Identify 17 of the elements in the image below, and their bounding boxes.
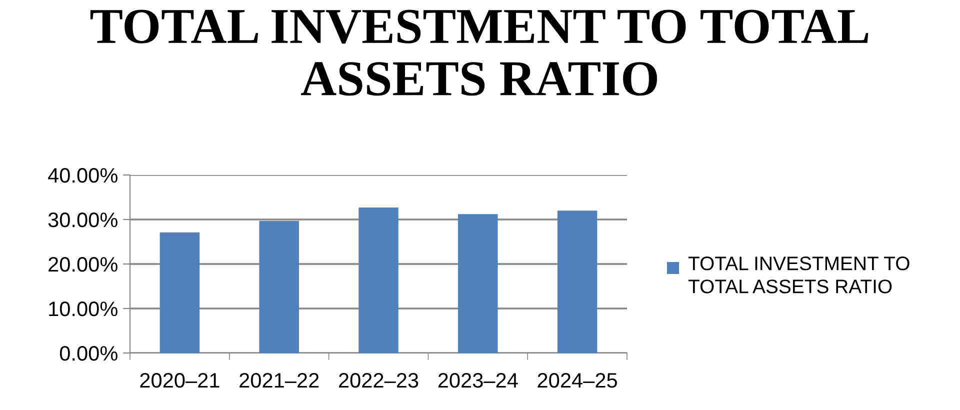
legend-label: TOTAL INVESTMENT TO TOTAL ASSETS RATIO — [688, 256, 910, 294]
y-tick-label: 0.00% — [60, 346, 118, 361]
y-tick-label: 10.00% — [49, 302, 118, 316]
bar — [160, 232, 200, 353]
x-tick-label: 2024–25 — [538, 372, 617, 388]
x-tick-label: 2020–21 — [140, 372, 220, 388]
bar — [458, 214, 498, 353]
bar — [259, 220, 299, 353]
x-tick-label: 2023–24 — [438, 372, 518, 388]
y-tick-label: 30.00% — [48, 212, 118, 228]
chart-title: TOTAL INVESTMENT TO TOTAL ASSETS RATIO — [90, 10, 868, 96]
x-tick-label: 2022–23 — [339, 372, 418, 388]
bar — [557, 210, 598, 353]
bar — [358, 207, 398, 353]
x-tick-label: 2021–22 — [240, 372, 319, 388]
y-tick-label: 40.00% — [48, 168, 118, 183]
y-tick-label: 20.00% — [48, 257, 118, 272]
